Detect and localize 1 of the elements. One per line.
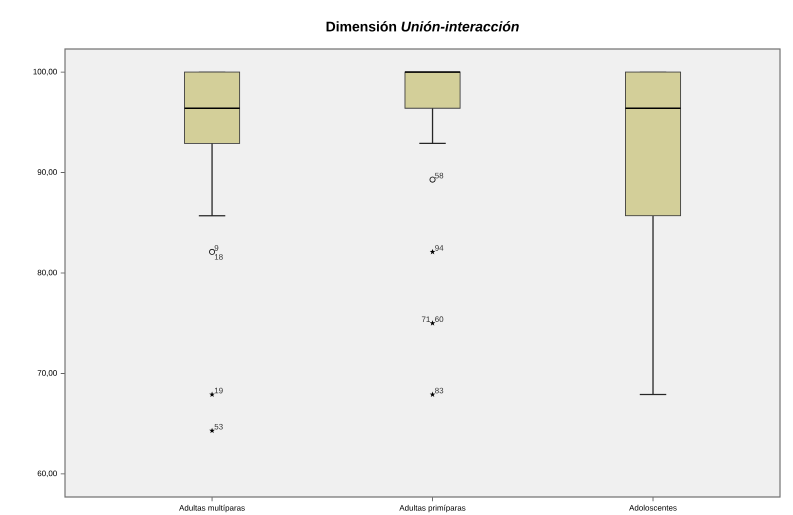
chart-title: Dimensión Unión-interacción — [326, 21, 519, 32]
